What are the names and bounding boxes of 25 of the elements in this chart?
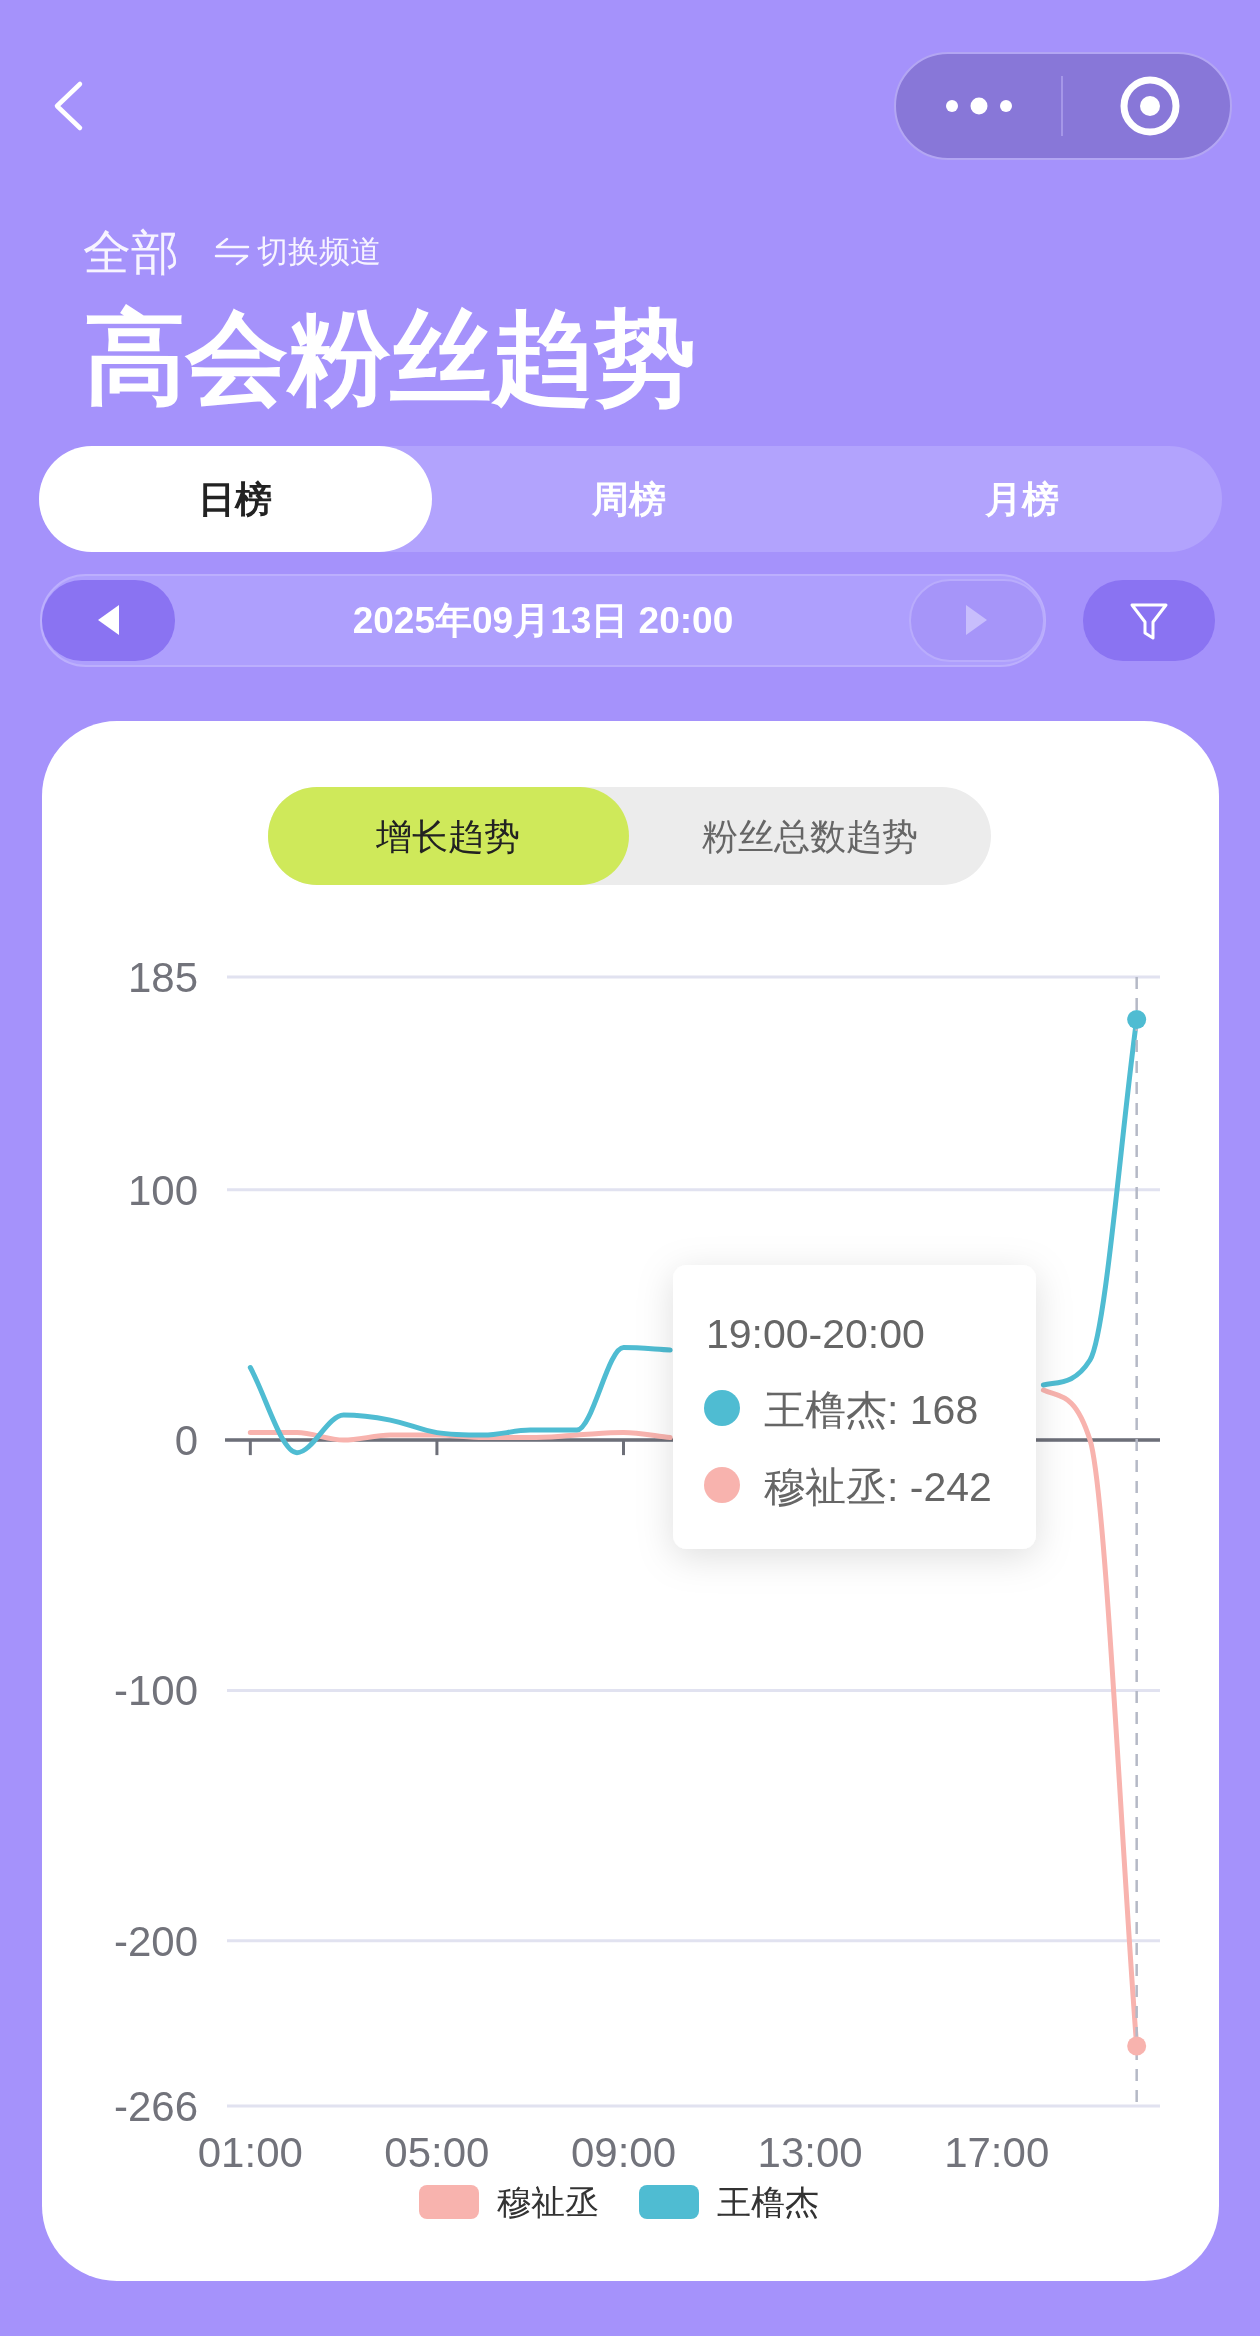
x-tick-label: 09:00 <box>570 2129 677 2176</box>
toggle-switch: 增长趋势 粉丝总数趋势 <box>268 787 991 885</box>
x-tick-label: 13:00 <box>757 2129 863 2176</box>
x-tick-label: 17:00 <box>944 2129 1050 2176</box>
y-tick-label: -266 <box>113 2082 198 2130</box>
y-tick-label: 100 <box>127 1166 198 1214</box>
text: 全部 <box>83 226 179 279</box>
legend-label: 王橹杰 <box>717 2183 819 2221</box>
text: 月榜 <box>984 478 1059 520</box>
y-tick-label: -100 <box>113 1666 198 1714</box>
annotation: 穆祉丞: -242 <box>764 1464 992 1510</box>
text: 周榜 <box>591 478 666 520</box>
y-tick-label: -200 <box>113 1917 198 1965</box>
tab-selected: 日榜 <box>39 446 432 552</box>
subtitle: 2025年09月13日 20:00 <box>352 599 734 641</box>
annotation: 19:00-20:00 <box>706 1311 925 1357</box>
annotation: 王橹杰: 168 <box>764 1387 979 1433</box>
x-tick-label: 05:00 <box>384 2129 490 2176</box>
text: 切换频道 <box>257 234 381 269</box>
legend-label: 穆祉丞 <box>497 2183 599 2221</box>
title: 高会粉丝趋势 <box>84 301 696 415</box>
y-tick-label: 185 <box>127 953 198 1001</box>
x-tick-label: 01:00 <box>197 2129 303 2176</box>
y-tick-label: 0 <box>174 1416 198 1464</box>
toggle-option-selected: 增长趋势 <box>268 787 629 885</box>
